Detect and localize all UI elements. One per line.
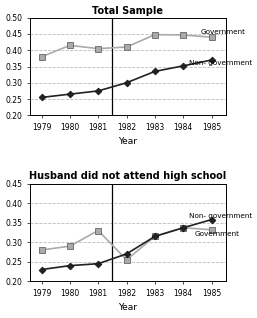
Title: Husband did not attend high school: Husband did not attend high school [29, 171, 227, 182]
X-axis label: Year: Year [118, 137, 137, 147]
Text: Non- government: Non- government [189, 60, 252, 66]
Text: Government: Government [200, 29, 245, 35]
Text: Non- government: Non- government [189, 213, 252, 219]
Text: Government: Government [195, 232, 240, 238]
X-axis label: Year: Year [118, 303, 137, 313]
Title: Total Sample: Total Sample [93, 5, 163, 16]
